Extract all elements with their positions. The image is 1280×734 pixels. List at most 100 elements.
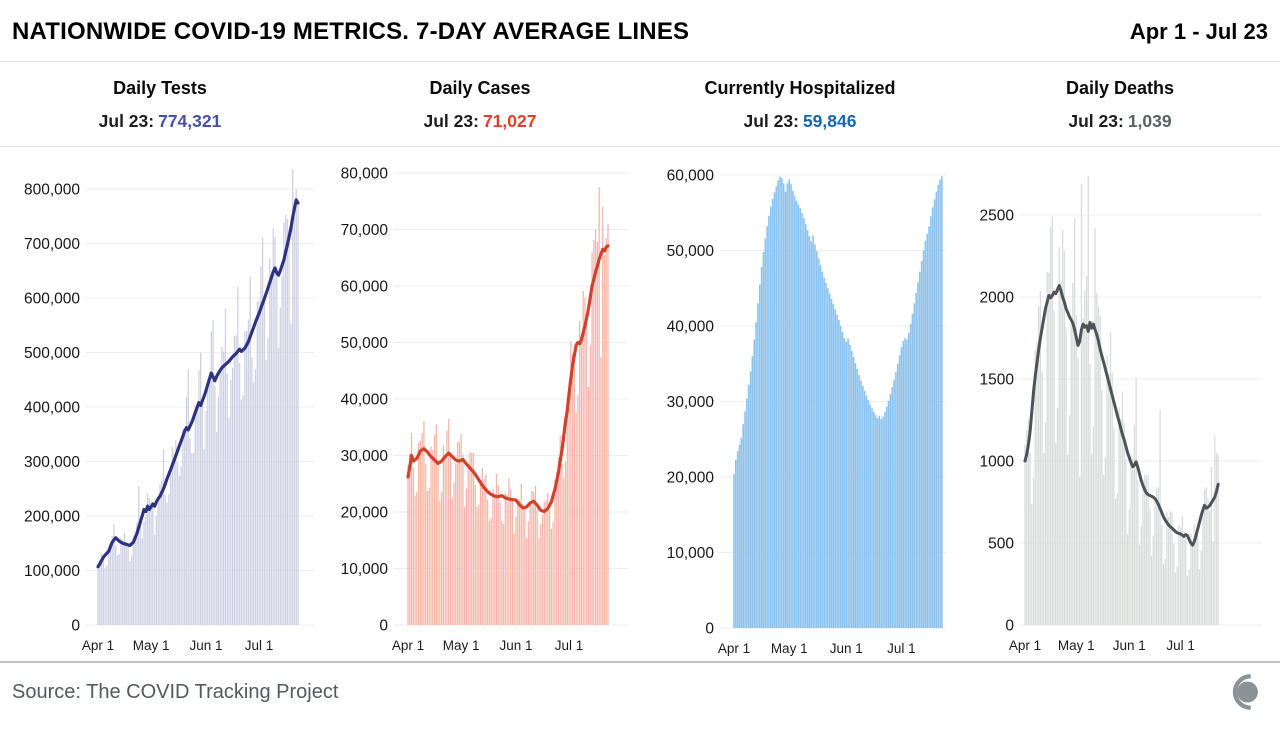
bar: [768, 215, 770, 628]
bar: [200, 352, 202, 625]
bar: [448, 418, 450, 625]
bar: [277, 347, 280, 625]
bar: [453, 482, 455, 625]
bar: [504, 492, 506, 625]
bar: [891, 387, 894, 628]
bar: [249, 276, 251, 625]
bar: [113, 524, 115, 625]
bar: [806, 230, 809, 628]
bar: [836, 314, 838, 628]
bar: [922, 250, 925, 628]
bar: [757, 303, 759, 628]
bar: [538, 537, 540, 625]
bar: [795, 200, 798, 629]
bar: [563, 478, 565, 625]
bar: [1106, 355, 1108, 625]
bar: [1154, 499, 1156, 625]
bar: [790, 184, 792, 628]
bar: [871, 408, 873, 628]
bar: [208, 371, 211, 625]
bar: [118, 554, 120, 625]
y-tick-label: 20,000: [341, 505, 389, 522]
bar: [182, 428, 184, 625]
bar: [1082, 318, 1084, 625]
y-tick-label: 100,000: [24, 563, 80, 580]
bar: [102, 560, 104, 625]
y-tick-label: 30,000: [667, 394, 715, 411]
charts-row: 0 100,000 200,000 300,000 400,000 500,000 600,…: [0, 147, 1280, 661]
bar: [1041, 371, 1043, 625]
bar: [522, 503, 524, 625]
bar: [224, 308, 227, 625]
bar: [187, 368, 189, 625]
bar: [849, 344, 851, 628]
bar: [900, 347, 903, 628]
panel-headline: Jul 23: 1,039: [960, 111, 1280, 132]
panel-title: Daily Tests: [113, 78, 207, 98]
bar: [134, 538, 136, 625]
bar: [902, 341, 905, 628]
y-tick-label: 40,000: [667, 319, 715, 336]
bar: [1171, 512, 1173, 625]
bar: [210, 331, 212, 625]
bar: [1144, 474, 1146, 625]
bar: [148, 497, 150, 625]
bar: [251, 357, 253, 625]
bar: [444, 455, 446, 625]
bar: [425, 464, 427, 625]
bar: [863, 390, 866, 628]
bar: [1147, 474, 1149, 625]
bar: [1173, 543, 1175, 625]
headline-value: 774,321: [158, 111, 222, 131]
bar: [793, 196, 796, 628]
bar: [742, 424, 744, 628]
bar: [908, 332, 910, 628]
bar: [830, 298, 833, 628]
bar: [1072, 282, 1074, 625]
bar: [781, 178, 783, 628]
bar: [1077, 358, 1079, 625]
bar: [290, 323, 292, 625]
bar: [603, 254, 606, 625]
bar: [184, 429, 186, 625]
bar: [107, 546, 110, 625]
bar: [169, 471, 172, 625]
bar: [531, 490, 533, 625]
bar: [541, 514, 544, 625]
bar: [1125, 459, 1127, 625]
y-tick-label: 2500: [980, 208, 1015, 225]
bar: [534, 485, 537, 625]
bar: [920, 261, 923, 628]
bar: [1079, 476, 1081, 625]
bar: [472, 453, 475, 625]
bar: [1150, 555, 1153, 625]
y-tick-label: 20,000: [667, 470, 715, 487]
bar: [1195, 529, 1197, 625]
bar: [1053, 310, 1055, 625]
bar: [1060, 281, 1062, 625]
bar: [162, 449, 165, 625]
bar: [812, 235, 814, 628]
bar: [157, 501, 159, 625]
bar: [915, 292, 917, 628]
bar: [860, 380, 862, 628]
bar: [1126, 534, 1129, 625]
bar: [1202, 509, 1204, 625]
bar: [1132, 457, 1134, 625]
bar: [582, 290, 584, 625]
bar: [869, 404, 871, 628]
bar: [228, 418, 230, 625]
bar: [889, 393, 892, 628]
bar: [433, 434, 436, 625]
bar: [1115, 498, 1117, 625]
bar: [1026, 429, 1028, 625]
bar: [201, 403, 204, 625]
bar: [109, 542, 112, 625]
bar: [1039, 290, 1042, 625]
headline-date: Jul 23:: [98, 111, 155, 131]
bar: [462, 454, 464, 625]
y-tick-label: 10,000: [667, 545, 715, 562]
bar: [854, 362, 857, 628]
bar: [926, 233, 928, 628]
bar: [917, 282, 919, 628]
